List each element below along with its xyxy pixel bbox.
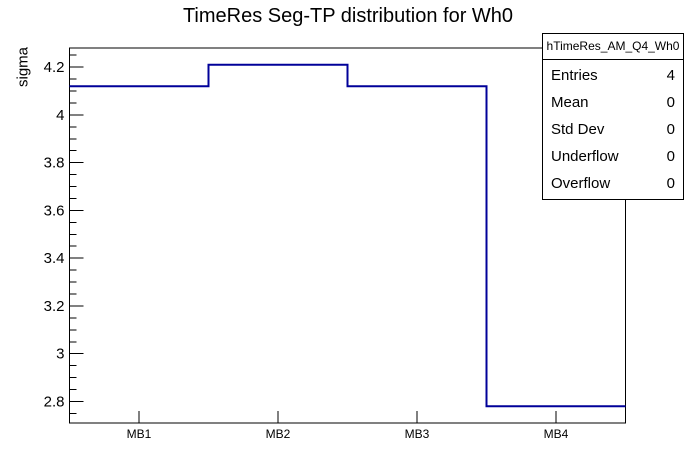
x-tick-label: MB4 [544, 427, 569, 441]
y-tick-label: 2.8 [44, 394, 65, 411]
stats-row: Underflow 0 [543, 144, 683, 170]
y-tick-label: 4.2 [44, 59, 65, 76]
stats-row: Overflow 0 [543, 171, 683, 197]
histogram-line [69, 63, 626, 408]
stats-row: Entries 4 [543, 63, 683, 89]
stats-row: Mean 0 [543, 90, 683, 116]
x-tick-label: MB3 [405, 427, 430, 441]
stats-rows: Entries 4 Mean 0 Std Dev 0 Underflow 0 O… [543, 60, 683, 199]
chart-title: TimeRes Seg-TP distribution for Wh0 [182, 5, 514, 27]
stats-value: 0 [666, 120, 675, 138]
stats-box-title: hTimeRes_AM_Q4_Wh0 [543, 34, 683, 60]
stats-label: Overflow [551, 174, 611, 192]
y-tick-label: 3 [56, 346, 64, 363]
stats-label: Entries [551, 66, 598, 84]
stats-value: 0 [666, 93, 675, 111]
y-tick-label: 3.4 [44, 250, 65, 267]
x-tick-label: MB1 [127, 427, 152, 441]
plot-frame [69, 47, 626, 424]
stats-value: 0 [666, 147, 675, 165]
y-tick-label: 4 [56, 107, 64, 124]
y-tick-label: 3.6 [44, 202, 65, 219]
stats-row: Std Dev 0 [543, 117, 683, 143]
stats-label: Std Dev [551, 120, 605, 138]
x-tick-label: MB2 [266, 427, 291, 441]
stats-box: hTimeRes_AM_Q4_Wh0 Entries 4 Mean 0 Std … [542, 33, 684, 200]
stats-label: Mean [551, 93, 589, 111]
stats-value: 0 [666, 174, 675, 192]
stats-value: 4 [666, 66, 675, 84]
stats-label: Underflow [551, 147, 619, 165]
y-tick-label: 3.2 [44, 298, 65, 315]
y-tick-label: 3.8 [44, 155, 65, 172]
